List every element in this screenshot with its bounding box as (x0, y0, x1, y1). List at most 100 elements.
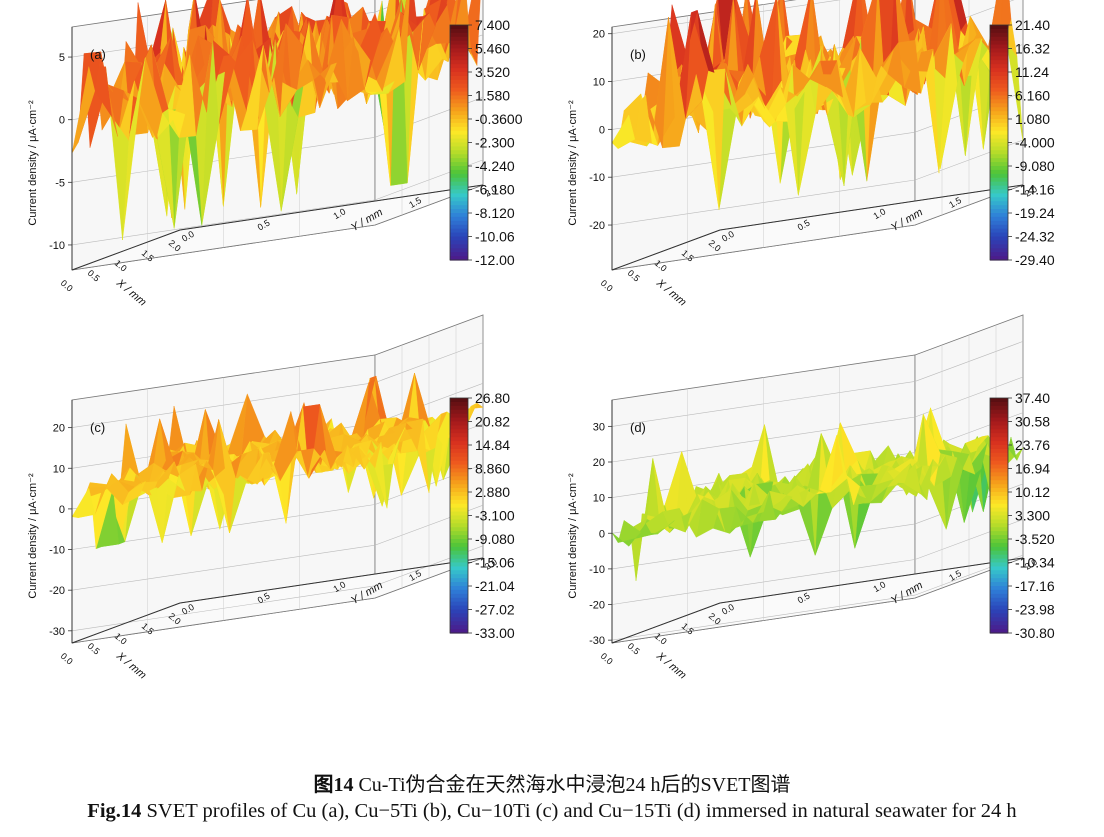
z-tick-label: -20 (49, 585, 65, 597)
colorbar: 21.40 16.32 11.24 6.160 1.080 -4.000 -9.080 -14… (989, 17, 1055, 268)
colorbar-segment (990, 75, 1008, 81)
colorbar-segment (450, 523, 468, 528)
z-tick-label: 20 (593, 457, 605, 469)
x-axis-line (71, 602, 181, 644)
colorbar-segment (990, 464, 1008, 470)
colorbar-segment (990, 492, 1008, 497)
colorbar-segment (450, 464, 468, 470)
colorbar-segment (450, 244, 468, 249)
colorbar-segment (450, 130, 468, 136)
colorbar-segment (990, 236, 1008, 242)
z-gridline (611, 376, 1024, 463)
colorbar-segment (990, 566, 1008, 571)
colorbar-segment (450, 83, 468, 89)
colorbar-segment (990, 527, 1008, 532)
colorbar-segment (450, 609, 468, 615)
colorbar-segment (990, 107, 1008, 112)
colorbar: 7.400 5.460 3.520 1.580 -0.3600 -2.300 -4.240 -… (449, 17, 523, 268)
colorbar-segment (450, 586, 468, 591)
colorbar-label: 11.24 (1015, 64, 1049, 80)
colorbar-segment (990, 578, 1008, 583)
x-axis-label: X / mm (113, 276, 148, 308)
svet-figure: 50-5-100.00.00.50.51.01.01.51.52.02.0X /… (27, 0, 1055, 682)
colorbar-label: 21.40 (1015, 17, 1050, 33)
colorbar-segment (450, 546, 468, 552)
colorbar-segment (990, 122, 1008, 128)
colorbar-segment (990, 146, 1008, 151)
z-axis-label: Current density / μA·cm⁻² (27, 473, 39, 599)
colorbar-segment (450, 216, 468, 222)
colorbar-segment (990, 531, 1008, 536)
panel-cu-5ti: 20100-10-200.00.00.50.51.01.01.51.52.02.… (567, 0, 1055, 309)
colorbar-segment (990, 460, 1008, 466)
z-tick-label: 10 (593, 493, 605, 505)
colorbar-segment (990, 150, 1008, 155)
colorbar-segment (450, 209, 468, 214)
colorbar-segment (990, 417, 1008, 423)
colorbar-label: -9.080 (1015, 158, 1055, 174)
colorbar-segment (450, 115, 468, 120)
colorbar-segment (990, 48, 1008, 54)
colorbar-segment (450, 488, 468, 493)
z-gridline (71, 545, 484, 632)
colorbar-segment (450, 162, 468, 167)
colorbar-segment (990, 445, 1008, 450)
surface-facet (611, 532, 636, 547)
colorbar-segment (450, 570, 468, 575)
colorbar-label: -3.100 (475, 508, 515, 524)
colorbar-segment (450, 519, 468, 524)
colorbar: 37.40 30.58 23.76 16.94 10.12 3.300 -3.520 -10.… (989, 390, 1055, 641)
caption-chinese: 图14 Cu-Ti伪合金在天然海水中浸泡24 h后的SVET图谱 (0, 768, 1104, 797)
colorbar-segment (450, 550, 468, 556)
z-tick-label: 0 (599, 528, 605, 540)
x-axis-line (611, 229, 721, 271)
colorbar-segment (450, 429, 468, 434)
colorbar-segment (450, 601, 468, 607)
colorbar-segment (990, 476, 1008, 481)
colorbar-label: -12.00 (475, 252, 515, 268)
colorbar-segment (450, 566, 468, 571)
colorbar-segment (990, 256, 1008, 261)
colorbar-segment (990, 142, 1008, 148)
colorbar-segment (990, 201, 1008, 206)
colorbar-segment (990, 429, 1008, 434)
colorbar-segment (990, 162, 1008, 167)
colorbar-segment (990, 166, 1008, 171)
z-tick-label: -10 (589, 564, 605, 576)
z-gridline (611, 519, 1024, 605)
colorbar-segment (450, 126, 468, 132)
colorbar-segment (450, 68, 468, 73)
colorbar-segment (990, 28, 1008, 34)
x-tick-label: 0.5 (626, 641, 642, 657)
colorbar-label: 16.94 (1015, 461, 1050, 477)
colorbar-segment (990, 158, 1008, 163)
colorbar-segment (990, 240, 1008, 245)
colorbar-segment (990, 87, 1008, 93)
colorbar-segment (450, 472, 468, 477)
colorbar-segment (450, 36, 468, 42)
colorbar-segment (450, 197, 468, 202)
x-tick-label: 0.0 (59, 651, 75, 667)
z-tick-label: -10 (49, 240, 65, 252)
colorbar-label: -17.16 (1015, 578, 1055, 594)
colorbar-segment (450, 181, 468, 187)
colorbar-segment (990, 488, 1008, 493)
panel-cu: 50-5-100.00.00.50.51.01.01.51.52.02.0X /… (27, 0, 523, 309)
colorbar-label: -30.80 (1015, 625, 1055, 641)
colorbar-segment (450, 495, 468, 501)
colorbar-segment (990, 582, 1008, 587)
x-axis-line (611, 602, 721, 644)
colorbar-segment (450, 72, 468, 77)
colorbar-segment (450, 138, 468, 144)
colorbar-segment (450, 252, 468, 257)
colorbar-label: 23.76 (1015, 437, 1050, 453)
colorbar-segment (990, 609, 1008, 615)
colorbar-segment (450, 413, 468, 419)
colorbar-segment (990, 515, 1008, 521)
colorbar-segment (990, 452, 1008, 458)
colorbar-segment (990, 586, 1008, 591)
colorbar-segment (990, 441, 1008, 446)
colorbar-segment (450, 574, 468, 579)
colorbar-segment (450, 99, 468, 104)
colorbar-segment (450, 91, 468, 97)
